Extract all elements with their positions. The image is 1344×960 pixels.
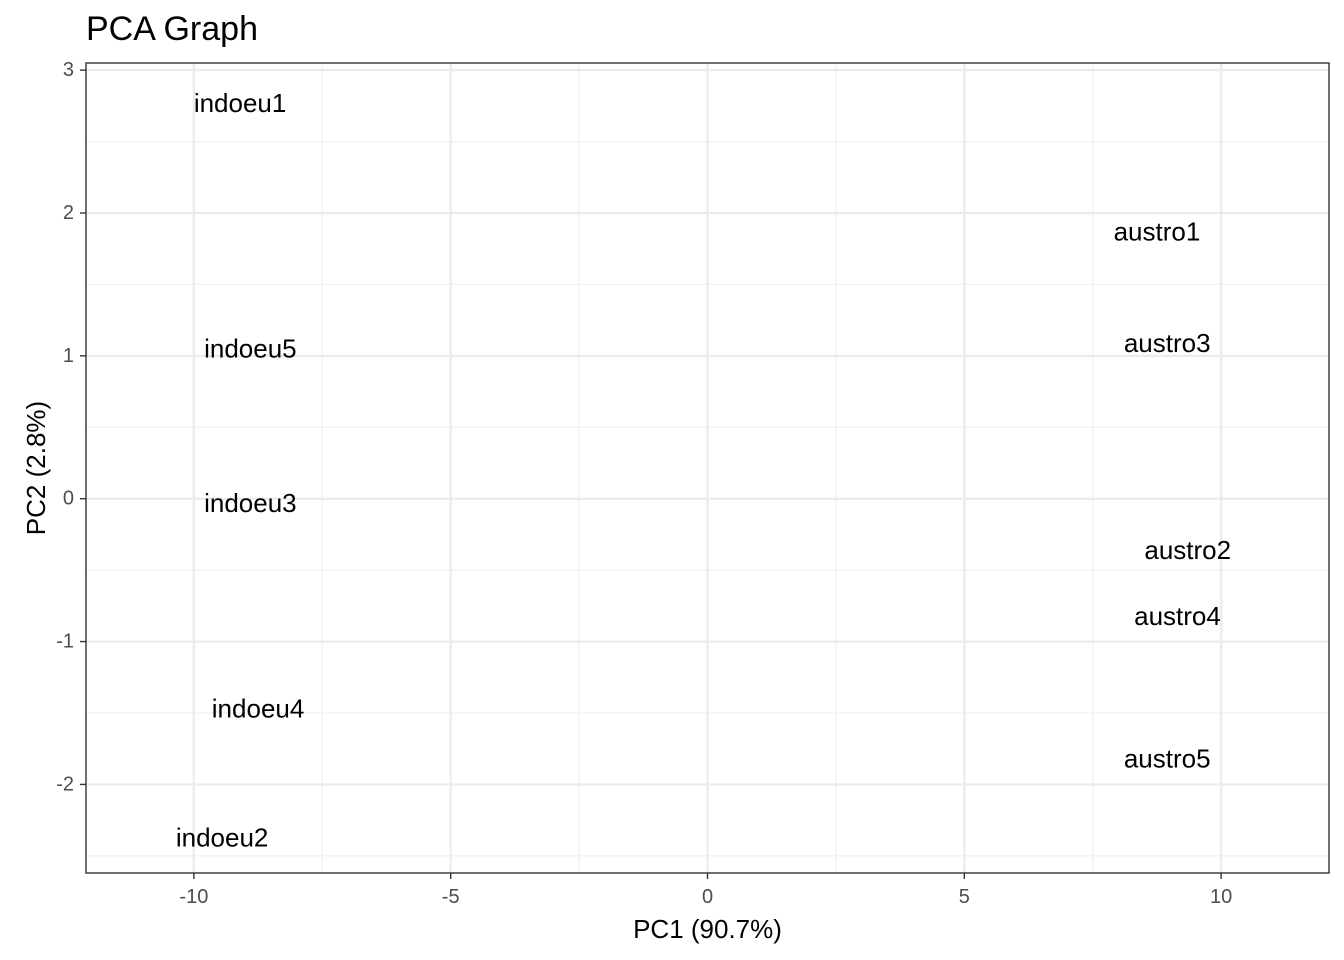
x-axis-ticks: -10 -5 0 5 10 bbox=[179, 873, 1232, 908]
x-tick-label: -5 bbox=[442, 886, 460, 908]
chart-title: PCA Graph bbox=[86, 10, 258, 48]
y-tick-label: 3 bbox=[63, 59, 74, 81]
y-tick-label: 1 bbox=[63, 345, 74, 367]
x-tick-label: 5 bbox=[959, 886, 970, 908]
point-labels: indoeu1 indoeu5 indoeu3 indoeu4 indoeu2 austr… bbox=[176, 88, 1231, 852]
x-tick-label: -10 bbox=[179, 886, 208, 908]
y-axis-title: PC2 (2.8%) bbox=[21, 401, 51, 535]
point-label-indoeu2: indoeu2 bbox=[176, 822, 269, 852]
y-tick-label: -2 bbox=[56, 773, 74, 795]
x-axis-title: PC1 (90.7%) bbox=[633, 914, 782, 944]
x-tick-label: 10 bbox=[1210, 886, 1232, 908]
point-label-austro5: austro5 bbox=[1124, 744, 1211, 774]
point-label-austro3: austro3 bbox=[1124, 328, 1211, 358]
y-tick-label: 0 bbox=[63, 488, 74, 510]
y-tick-label: 2 bbox=[63, 202, 74, 224]
point-label-austro4: austro4 bbox=[1134, 601, 1221, 631]
point-label-indoeu3: indoeu3 bbox=[204, 488, 297, 518]
point-label-austro2: austro2 bbox=[1144, 535, 1231, 565]
x-tick-label: 0 bbox=[702, 886, 713, 908]
y-tick-label: -1 bbox=[56, 631, 74, 653]
point-label-indoeu4: indoeu4 bbox=[212, 694, 305, 724]
y-axis-ticks: -2 -1 0 1 2 3 bbox=[56, 59, 86, 795]
point-label-indoeu5: indoeu5 bbox=[204, 334, 297, 364]
major-gridlines bbox=[86, 63, 1329, 873]
point-label-indoeu1: indoeu1 bbox=[194, 88, 287, 118]
point-label-austro1: austro1 bbox=[1114, 217, 1201, 247]
